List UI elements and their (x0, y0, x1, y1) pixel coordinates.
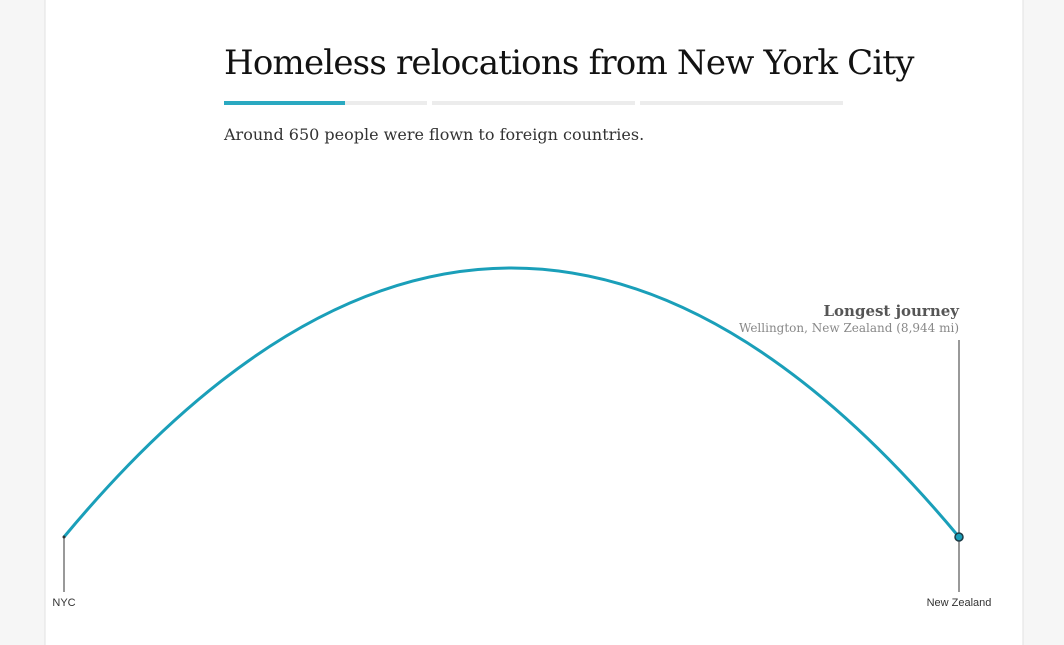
destination-dot (954, 532, 964, 542)
annotation-detail: Wellington, New Zealand (8,944 mi) (739, 321, 959, 335)
panel (44, 0, 1024, 645)
progress-track (345, 101, 427, 105)
destination-label: New Zealand (927, 597, 992, 609)
subtitle: Around 650 people were flown to foreign … (223, 125, 644, 144)
progress-track (640, 101, 843, 105)
progress-track (432, 101, 635, 105)
progress-active (224, 101, 345, 105)
origin-dot (62, 535, 66, 539)
flight-arc (62, 266, 961, 538)
origin-label: NYC (52, 597, 75, 609)
annotation-title: Longest journey (824, 302, 961, 320)
title: Homeless relocations from New York City (224, 43, 915, 83)
progress-bar (224, 101, 843, 105)
